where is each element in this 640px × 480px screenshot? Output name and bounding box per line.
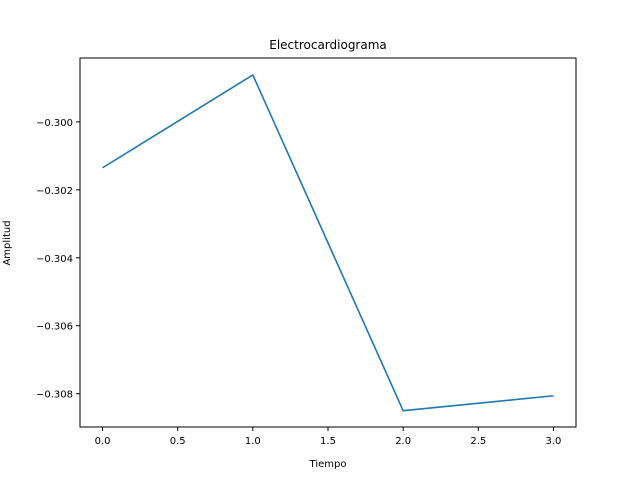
x-tick-label: 2.0 <box>395 436 411 447</box>
y-axis-label: Amplitud <box>2 220 13 265</box>
x-tick-label: 1.0 <box>245 436 261 447</box>
x-tick-label: 3.0 <box>546 436 562 447</box>
series-line <box>102 74 554 412</box>
y-tick-label: −0.300 <box>36 118 73 129</box>
x-tick-label: 0.0 <box>95 436 111 447</box>
plot-frame <box>79 57 577 428</box>
x-axis-label: Tiempo <box>309 459 347 470</box>
y-tick-label: −0.306 <box>36 322 73 333</box>
y-tick-label: −0.308 <box>36 390 73 401</box>
x-tick-label: 2.5 <box>470 436 486 447</box>
x-tick-label: 1.5 <box>320 436 336 447</box>
y-tick-label: −0.304 <box>36 254 73 265</box>
chart-title: Electrocardiograma <box>269 38 387 52</box>
y-tick-label: −0.302 <box>36 186 73 197</box>
x-tick-label: 0.5 <box>170 436 186 447</box>
plot-area: 0.0 0.5 1.0 1.5 2.0 2.5 3.0 −0.300 −0.302 −0.304 −… <box>36 74 562 447</box>
